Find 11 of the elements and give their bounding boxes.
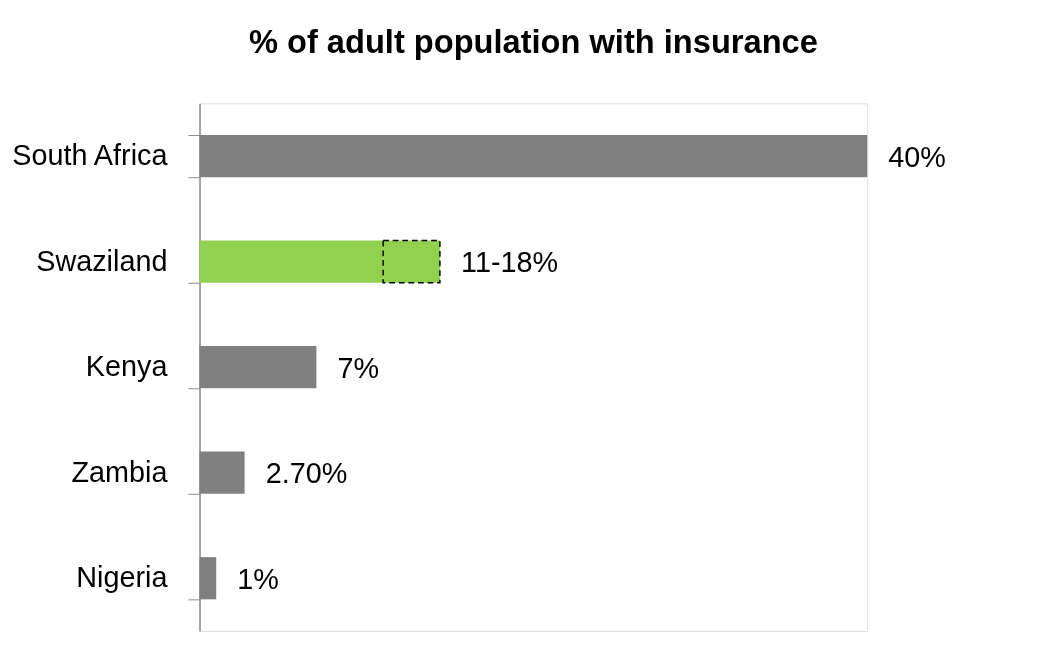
text: 2.70% — [265, 457, 348, 490]
text: 7% — [337, 351, 380, 384]
y-tick-label: Nigeria — [76, 561, 168, 594]
text: 11-18% — [461, 246, 559, 279]
y-tick-label: South Africa — [12, 139, 168, 172]
y-tick-label: Kenya — [85, 350, 168, 383]
chart-title: % of adult population with insurance — [248, 23, 818, 61]
y-tick-label: Swaziland — [36, 244, 168, 277]
y-tick-label: Zambia — [71, 455, 168, 488]
text: 1% — [237, 562, 279, 595]
text: 40% — [888, 140, 946, 173]
